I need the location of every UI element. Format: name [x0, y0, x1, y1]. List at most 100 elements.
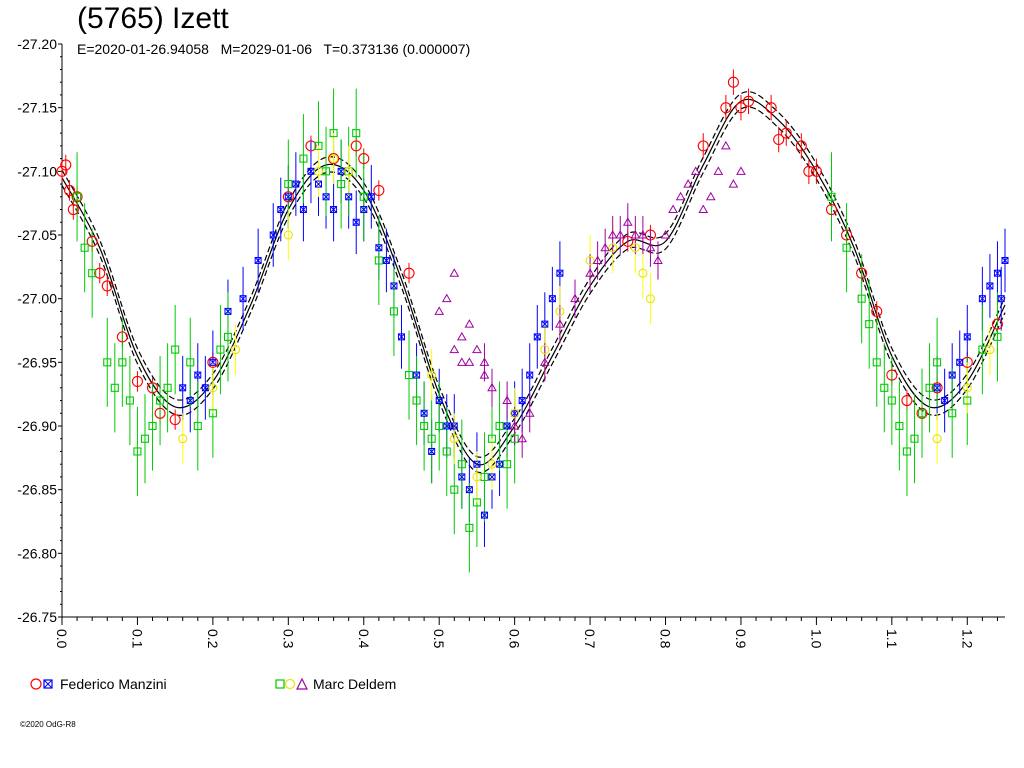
- data-point: [194, 371, 202, 379]
- data-point: [705, 191, 716, 201]
- legend-marc: Marc Deldem: [275, 674, 396, 694]
- data-point: [382, 256, 390, 264]
- data-point-cross: [1001, 257, 1009, 264]
- data-point: [872, 358, 881, 367]
- x-tick-label: 1.1: [884, 629, 900, 649]
- data-point-cross: [488, 473, 496, 481]
- data-point-cross: [209, 358, 217, 366]
- data-point: [638, 229, 648, 239]
- data-point-cross: [481, 511, 488, 519]
- data-point: [985, 345, 995, 355]
- y-tick-label: -26.75: [17, 609, 57, 625]
- data-point: [442, 447, 451, 456]
- data-point-cross: [194, 371, 202, 379]
- legend-label-marc: Marc Deldem: [313, 676, 397, 692]
- data-point: [933, 384, 941, 392]
- data-point-box: [993, 269, 1001, 277]
- data-point: [585, 255, 595, 266]
- data-point: [993, 269, 1001, 277]
- data-point: [374, 256, 383, 265]
- data-point: [555, 319, 565, 328]
- data-point: [780, 127, 792, 139]
- legend-xsquare-marker: [43, 679, 53, 689]
- x-tick-label: 1.0: [808, 629, 824, 649]
- data-point: [827, 192, 836, 201]
- data-point: [299, 206, 307, 214]
- data-point: [997, 295, 1005, 303]
- data-point: [86, 235, 98, 247]
- data-point-cross: [383, 257, 390, 264]
- data-point-cross: [330, 206, 337, 213]
- data-point: [592, 255, 603, 264]
- data-point: [931, 382, 943, 394]
- data-point-box: [963, 333, 971, 341]
- data-point: [720, 102, 732, 114]
- data-point: [254, 256, 262, 264]
- data-point: [925, 383, 934, 392]
- data-point: [88, 269, 97, 278]
- data-point: [345, 193, 353, 201]
- data-point-cross: [518, 397, 526, 404]
- legend-circle-marker: [30, 678, 42, 690]
- data-point: [608, 243, 618, 253]
- data-point: [479, 370, 490, 379]
- data-point: [615, 229, 626, 239]
- data-point-cross: [367, 193, 375, 201]
- data-point: [367, 193, 375, 201]
- data-point: [292, 180, 300, 188]
- data-point-box: [194, 371, 202, 379]
- data-point: [427, 370, 437, 380]
- data-point: [479, 357, 490, 366]
- data-point: [441, 293, 452, 303]
- data-point-box: [978, 295, 986, 303]
- data-point-box: [480, 511, 488, 519]
- data-point-box: [526, 371, 534, 379]
- data-point: [420, 421, 429, 431]
- data-point: [404, 371, 414, 380]
- data-point: [71, 191, 83, 203]
- data-point: [223, 332, 233, 341]
- data-point-box: [511, 409, 519, 417]
- data-point: [140, 434, 150, 443]
- x-tick-label: 0.5: [431, 629, 447, 649]
- data-point: [487, 382, 497, 392]
- data-point-cross: [360, 206, 368, 213]
- data-point-cross: [556, 269, 564, 277]
- data-point: [683, 179, 694, 188]
- data-point-box: [541, 320, 549, 328]
- data-point: [110, 383, 119, 392]
- data-point: [556, 269, 564, 277]
- data-point-box: [209, 358, 217, 366]
- data-point: [305, 140, 317, 152]
- data-point: [991, 318, 1004, 330]
- data-point: [329, 154, 339, 164]
- data-point: [600, 242, 611, 252]
- legend-federico-markers: [30, 678, 53, 690]
- data-point: [509, 420, 520, 430]
- data-point: [116, 331, 128, 343]
- data-point-cross: [277, 206, 285, 213]
- data-point-cross: [186, 397, 194, 404]
- data-point-box: [488, 473, 496, 481]
- data-point-cross: [997, 295, 1005, 303]
- data-point: [810, 165, 822, 177]
- data-point: [186, 397, 194, 405]
- data-point: [131, 375, 143, 387]
- data-point: [352, 129, 361, 138]
- data-point-cross: [511, 409, 518, 417]
- data-point: [948, 371, 956, 379]
- legend-label-federico: Federico Manzini: [60, 676, 167, 692]
- data-point-box: [322, 193, 330, 201]
- data-point: [283, 230, 293, 240]
- data-point-cross: [239, 295, 247, 303]
- data-point: [487, 434, 497, 443]
- x-tick-label: 0.2: [205, 629, 221, 649]
- data-point-box: [420, 409, 428, 417]
- data-point-cross: [428, 448, 436, 455]
- data-point: [435, 421, 444, 431]
- x-tick-label: 0.1: [129, 629, 145, 649]
- data-point: [803, 165, 815, 177]
- data-point: [360, 206, 368, 214]
- data-point-cross: [986, 282, 994, 290]
- data-point-cross: [179, 384, 187, 392]
